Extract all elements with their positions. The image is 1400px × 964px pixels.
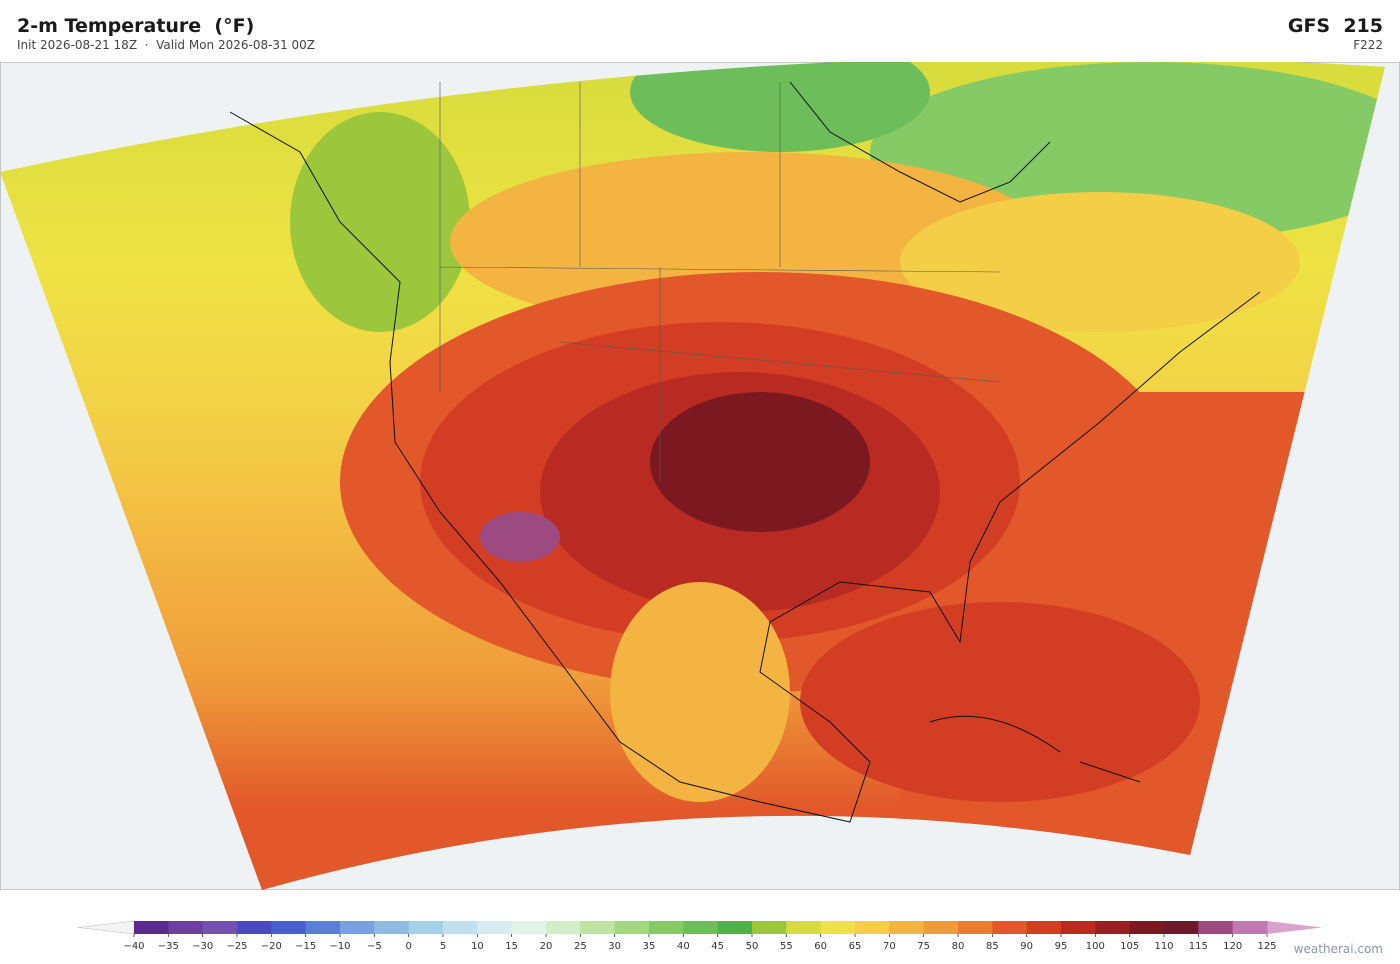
tick-label: 115 [1189, 941, 1208, 950]
tick-label: 85 [986, 941, 999, 950]
colorbar-segment [237, 921, 272, 934]
tick-label: 5 [440, 941, 446, 950]
tick-label: 110 [1154, 941, 1173, 950]
tick-label: −25 [226, 941, 247, 950]
tick-label: 15 [505, 941, 518, 950]
tick-label: 95 [1055, 941, 1068, 950]
tick-label: 60 [814, 941, 827, 950]
colorbar-segment [580, 921, 616, 934]
tick-label: 30 [608, 941, 621, 950]
colorbar-segment [134, 921, 169, 934]
colorbar-segment [374, 921, 410, 934]
colorbar-segment [1095, 921, 1131, 934]
tick-label: 100 [1086, 941, 1105, 950]
colorbar-segment [202, 921, 238, 934]
colorbar-segment [477, 921, 513, 934]
tick-label: 80 [952, 941, 965, 950]
colorbar-segment [820, 921, 856, 934]
tick-label: −10 [329, 941, 350, 950]
colorbar-segment [614, 921, 650, 934]
colorbar-segment [1026, 921, 1062, 934]
colorbar-segment [1232, 921, 1268, 934]
tick-label: −15 [295, 941, 316, 950]
colorbar: −40 −35 −30 −25 −20 −15 −10 −5 0 5 10 15 20 25 30 35 40 4… [77, 920, 1322, 950]
colorbar-under [77, 920, 135, 935]
tick-label: 120 [1223, 941, 1242, 950]
tick-label: 90 [1020, 941, 1033, 950]
tick-label: 70 [883, 941, 896, 950]
tick-label: 75 [917, 941, 930, 950]
tick-label: 65 [849, 941, 862, 950]
colorbar-segment [786, 921, 822, 934]
colorbar-segment [546, 921, 581, 934]
tick-label: −35 [158, 941, 179, 950]
colorbar-segment [649, 921, 684, 934]
tick-label: 25 [574, 941, 587, 950]
colorbar-segment [408, 921, 444, 934]
colorbar-segment [992, 921, 1028, 934]
map [0, 62, 1400, 890]
tick-label: 0 [405, 941, 411, 950]
tick-label: −5 [367, 941, 382, 950]
colorbar-segment [1164, 921, 1199, 934]
colorbar-over [1267, 921, 1322, 934]
colorbar-segment [340, 921, 375, 934]
tick-label: −30 [192, 941, 213, 950]
tick-label: 40 [677, 941, 690, 950]
colorbar-segment [271, 921, 307, 934]
colorbar-segment [855, 921, 890, 934]
colorbar-segment [958, 921, 993, 934]
colorbar-segment [752, 921, 787, 934]
tick-label: 35 [643, 941, 656, 950]
tick-label: 50 [746, 941, 759, 950]
tick-label: 20 [540, 941, 553, 950]
model-name: GFS 215 [1287, 15, 1383, 37]
colorbar-segment [1061, 921, 1096, 934]
title: 2-m Temperature (°F) [17, 15, 255, 37]
colorbar-segment [889, 921, 925, 934]
colorbar-segment [923, 921, 959, 934]
tick-label: 125 [1257, 941, 1276, 950]
colorbar-segment [305, 921, 341, 934]
colorbar-segment [1129, 921, 1165, 934]
tick-label: −20 [261, 941, 282, 950]
colorbar-segment [168, 921, 204, 934]
colorbar-segment [717, 921, 753, 934]
colorbar-segment [683, 921, 719, 934]
colorbar-segment [443, 921, 478, 934]
subtitle: Init 2026-08-21 18Z · Valid Mon 2026-08-… [17, 38, 316, 52]
colorbar-segment [1198, 921, 1234, 934]
tick-label: 45 [711, 941, 724, 950]
tick-label: 55 [780, 941, 793, 950]
colorbar-segment [511, 921, 547, 934]
tick-label: 10 [471, 941, 484, 950]
forecast-hour: F222 [1353, 38, 1383, 52]
tick-label: 105 [1120, 941, 1139, 950]
tick-label: −40 [123, 941, 144, 950]
watermark: weatherai.com [1293, 942, 1383, 956]
